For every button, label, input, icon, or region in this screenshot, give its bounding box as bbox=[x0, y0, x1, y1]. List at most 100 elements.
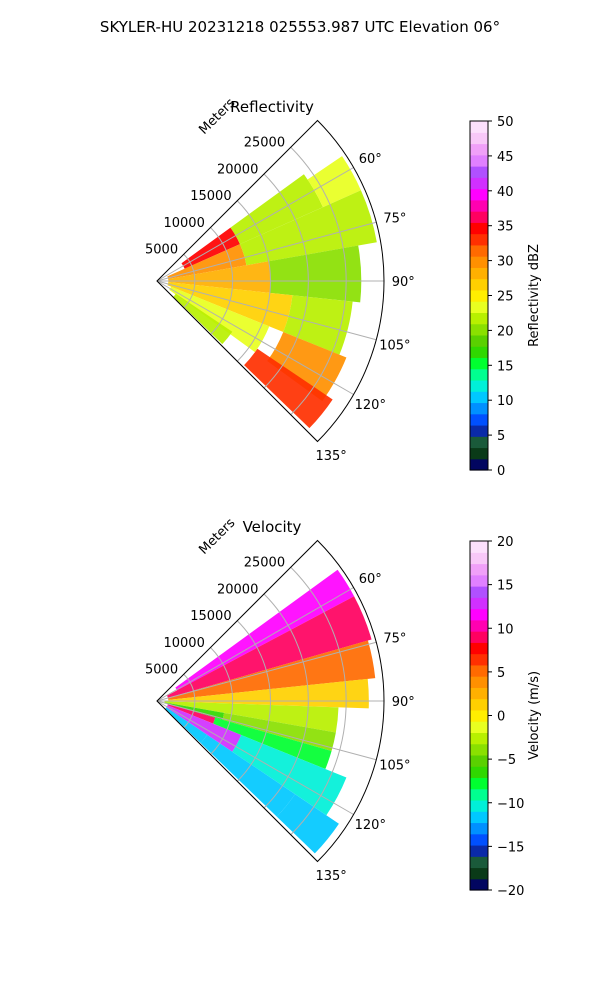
reflectivity-colorbar-segment bbox=[470, 166, 488, 178]
velocity-range-tick-label: 20000 bbox=[217, 582, 258, 597]
reflectivity-range-tick-label: 20000 bbox=[217, 162, 258, 177]
velocity-azimuth-tick-label: 135° bbox=[315, 869, 346, 884]
reflectivity-colorbar-tick-label: 0 bbox=[497, 464, 505, 479]
velocity-colorbar-tick-label: 0 bbox=[497, 710, 505, 725]
reflectivity-colorbar-segment bbox=[470, 244, 488, 257]
velocity-range-tick-label: 5000 bbox=[145, 663, 178, 678]
reflectivity-colorbar-segment bbox=[470, 301, 488, 313]
velocity-colorbar-segment bbox=[470, 687, 488, 700]
reflectivity-ppi-plot: 5000 10000 15000 20000 25000 Meters 60° 75° 90° 1… bbox=[145, 96, 415, 465]
velocity-sector-8 bbox=[213, 717, 332, 770]
velocity-azimuth-gridline bbox=[156, 700, 377, 761]
velocity-azimuth-tick-label: 105° bbox=[379, 759, 410, 774]
velocity-colorbar-segment bbox=[470, 664, 488, 677]
velocity-sector-12 bbox=[200, 734, 296, 817]
velocity-colorbar-segment bbox=[470, 552, 488, 565]
reflectivity-colorbar-segment bbox=[470, 267, 488, 280]
figure-title: SKYLER-HU 20231218 025553.987 UTC Elevat… bbox=[100, 18, 500, 36]
reflectivity-colorbar-segment bbox=[470, 424, 488, 437]
reflectivity-colorbar-segment bbox=[470, 121, 488, 133]
reflectivity-colorbar-tick-label: 40 bbox=[497, 185, 514, 200]
velocity-colorbar-tick-label: 10 bbox=[497, 622, 514, 637]
velocity-sector-0 bbox=[175, 569, 355, 691]
reflectivity-colorbar-tick-label: 45 bbox=[497, 150, 514, 165]
velocity-range-tick-label: 25000 bbox=[244, 556, 285, 571]
reflectivity-colorbar-segment bbox=[470, 222, 488, 235]
reflectivity-colorbar-segment bbox=[470, 447, 488, 460]
reflectivity-colorbar-segment bbox=[470, 132, 488, 145]
reflectivity-colorbar-segment bbox=[470, 199, 488, 212]
reflectivity-sector-12 bbox=[244, 348, 333, 429]
reflectivity-sector-3 bbox=[167, 244, 247, 280]
velocity-range-axis-label: Meters bbox=[196, 516, 238, 558]
velocity-colorbar-segment bbox=[470, 811, 488, 824]
reflectivity-colorbar-segment bbox=[470, 391, 488, 404]
reflectivity-colorbar-segment bbox=[470, 357, 488, 370]
velocity-colorbar-segment bbox=[470, 541, 488, 553]
reflectivity-colorbar-tick-label: 15 bbox=[497, 359, 514, 374]
velocity-colorbar-tick-label: −10 bbox=[497, 797, 524, 812]
reflectivity-azimuth-gridline bbox=[156, 280, 377, 341]
velocity-range-tick-label: 15000 bbox=[190, 609, 231, 624]
velocity-colorbar-segment bbox=[470, 777, 488, 790]
velocity-colorbar-segment bbox=[470, 698, 488, 711]
reflectivity-colorbar-segment bbox=[470, 413, 488, 426]
velocity-azimuth-gridline bbox=[156, 700, 354, 815]
reflectivity-colorbar: 0 5 10 15 20 25 30 35 40 45 50 Reflectivity dBZ bbox=[469, 115, 542, 479]
velocity-colorbar-segment bbox=[470, 721, 488, 733]
reflectivity-colorbar-segment bbox=[470, 188, 488, 201]
reflectivity-sector-6 bbox=[268, 245, 362, 303]
reflectivity-colorbar-tick-label: 25 bbox=[497, 290, 514, 305]
reflectivity-sector-10 bbox=[267, 332, 347, 402]
velocity-colorbar-segment bbox=[470, 743, 488, 756]
reflectivity-range-tick-label: 15000 bbox=[190, 189, 231, 204]
velocity-sector-4 bbox=[164, 701, 339, 733]
velocity-colorbar-segment bbox=[470, 563, 488, 576]
reflectivity-azimuth-gridline bbox=[156, 280, 354, 395]
velocity-colorbar-segment bbox=[470, 822, 488, 835]
velocity-colorbar-segment bbox=[470, 631, 488, 643]
velocity-range-tick-label: 10000 bbox=[163, 636, 204, 651]
velocity-colorbar-segment bbox=[470, 799, 488, 812]
reflectivity-colorbar-segment bbox=[470, 233, 488, 246]
reflectivity-colorbar-segment bbox=[470, 154, 488, 167]
reflectivity-colorbar-segment bbox=[470, 256, 488, 268]
velocity-colorbar-tick-label: 15 bbox=[497, 579, 514, 594]
reflectivity-colorbar-segment bbox=[470, 177, 488, 190]
velocity-colorbar: −20 −15 −10 −5 0 5 10 15 20 Velocity (m/s) bbox=[469, 535, 542, 899]
reflectivity-title: Reflectivity bbox=[230, 98, 314, 116]
reflectivity-colorbar-segment bbox=[470, 323, 488, 336]
reflectivity-sector-1 bbox=[230, 174, 323, 245]
reflectivity-panel: Reflectivity 5000 10000 15000 20000 25000 Met… bbox=[145, 96, 542, 479]
velocity-colorbar-segment bbox=[470, 844, 488, 857]
reflectivity-colorbar-tick-label: 50 bbox=[497, 115, 514, 130]
velocity-colorbar-segment bbox=[470, 766, 488, 779]
reflectivity-azimuth-tick-label: 135° bbox=[315, 449, 346, 464]
reflectivity-colorbar-segment bbox=[470, 334, 488, 347]
velocity-azimuth-tick-label: 120° bbox=[355, 818, 386, 833]
reflectivity-colorbar-segment bbox=[470, 211, 488, 223]
velocity-colorbar-segment bbox=[470, 574, 488, 587]
velocity-colorbar-segment bbox=[470, 619, 488, 632]
reflectivity-range-tick-label: 5000 bbox=[145, 243, 178, 258]
reflectivity-colorbar-segment bbox=[470, 143, 488, 156]
velocity-colorbar-segment bbox=[470, 586, 488, 598]
velocity-azimuth-gridline bbox=[156, 641, 377, 702]
reflectivity-colorbar-segment bbox=[470, 368, 488, 381]
reflectivity-colorbar-tick-label: 30 bbox=[497, 255, 514, 270]
reflectivity-colorbar-segment bbox=[470, 278, 488, 291]
velocity-colorbar-segment bbox=[470, 878, 488, 891]
velocity-colorbar-tick-label: −20 bbox=[497, 884, 524, 899]
reflectivity-colorbar-segment bbox=[470, 379, 488, 392]
velocity-colorbar-segment bbox=[470, 867, 488, 880]
reflectivity-sector-7 bbox=[167, 282, 293, 333]
reflectivity-colorbar-label: Reflectivity dBZ bbox=[527, 244, 542, 347]
velocity-colorbar-tick-label: 5 bbox=[497, 666, 505, 681]
velocity-panel: Velocity 5000 10000 15000 20000 25000 Meters 6… bbox=[145, 516, 542, 899]
reflectivity-sector-5 bbox=[168, 261, 271, 293]
reflectivity-sector-8 bbox=[283, 295, 353, 355]
reflectivity-colorbar-segment bbox=[470, 436, 488, 449]
reflectivity-colorbar-segment bbox=[470, 458, 488, 471]
velocity-sector-frame bbox=[156, 539, 385, 863]
